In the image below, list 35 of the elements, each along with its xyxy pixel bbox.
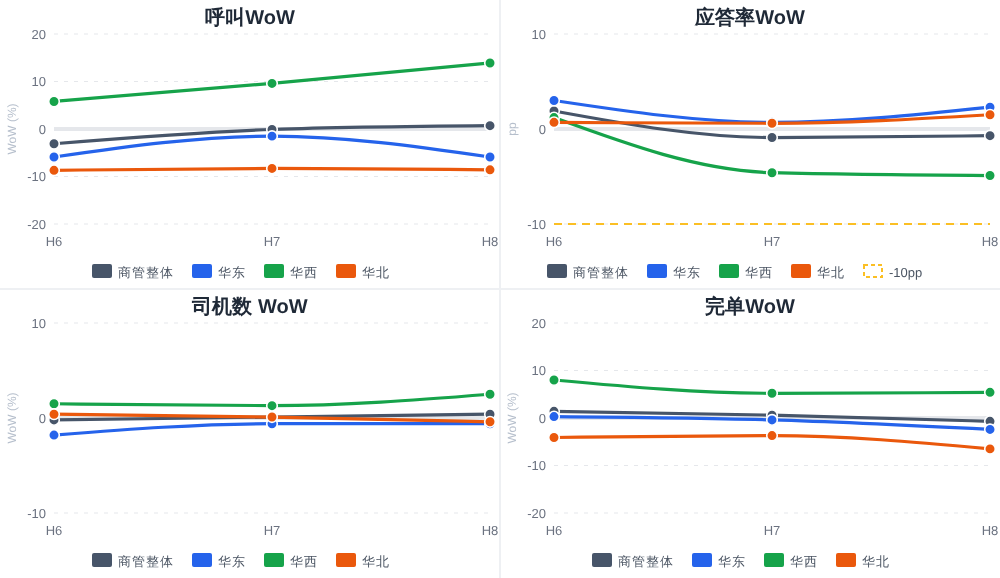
point <box>47 429 61 442</box>
chart-title: 呼叫WoW <box>205 6 296 30</box>
point <box>547 410 561 423</box>
point <box>983 442 997 455</box>
point <box>983 129 997 142</box>
point <box>547 94 561 107</box>
point <box>265 130 279 143</box>
point <box>483 163 497 176</box>
point <box>765 166 779 179</box>
point <box>265 162 279 175</box>
point <box>483 388 497 401</box>
point <box>483 56 497 70</box>
chart-title: 应答率WoW <box>693 6 806 30</box>
point <box>265 399 279 412</box>
chart-title: 司机数 WoW <box>190 295 309 319</box>
point <box>47 397 61 410</box>
point <box>983 386 997 399</box>
point <box>547 373 561 387</box>
point <box>983 423 997 436</box>
point <box>47 137 61 150</box>
point <box>47 164 61 177</box>
point <box>483 150 497 164</box>
point <box>983 169 997 182</box>
chart-title: 完单WoW <box>705 295 796 319</box>
point <box>265 77 279 90</box>
point <box>765 429 779 442</box>
point <box>483 119 497 132</box>
point <box>47 95 61 108</box>
point <box>47 150 61 164</box>
point <box>47 408 61 421</box>
point <box>765 131 779 144</box>
point <box>765 387 779 400</box>
point <box>547 116 561 129</box>
point <box>983 108 997 121</box>
point <box>547 431 561 444</box>
